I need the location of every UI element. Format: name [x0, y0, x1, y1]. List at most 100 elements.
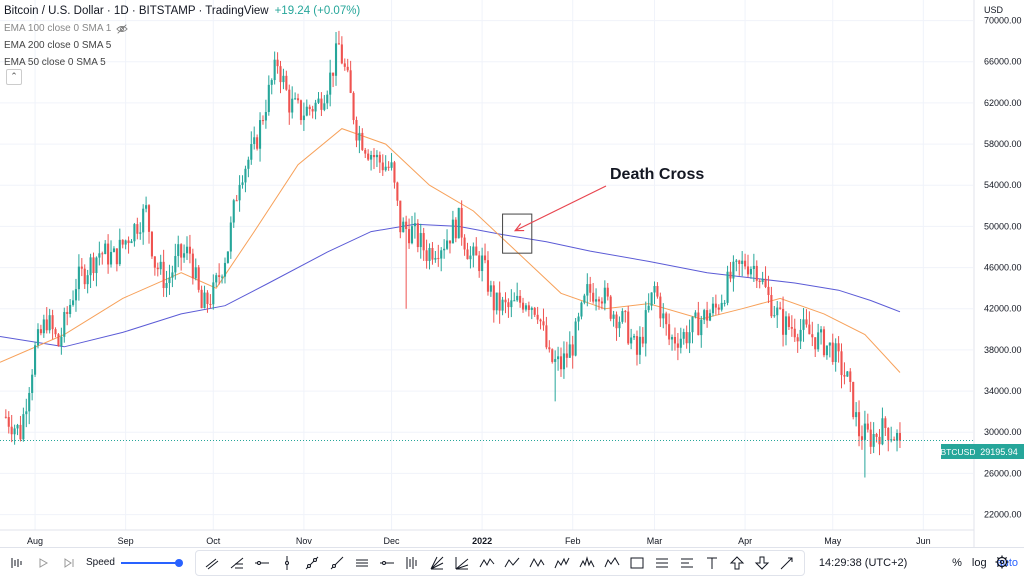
- price-tick-label: 46000.00: [984, 263, 1022, 273]
- arrow-up-icon: [730, 555, 745, 569]
- abcd-pattern-icon: [504, 557, 520, 567]
- candle-down: [475, 246, 478, 256]
- tool-head-shoulders[interactable]: [575, 552, 600, 574]
- death-cross-label[interactable]: Death Cross: [610, 166, 704, 183]
- tool-three-drives[interactable]: [550, 552, 575, 574]
- candle-up: [253, 137, 256, 145]
- forward-button[interactable]: [56, 551, 82, 575]
- indicator-ema50[interactable]: EMA 50 close 0 SMA 5: [4, 54, 360, 71]
- time-tick-label: Aug: [27, 536, 43, 546]
- tool-text[interactable]: [700, 552, 725, 574]
- time-axis[interactable]: Aug Sep Oct Nov Dec 2022 Feb Mar Apr May Jun: [0, 529, 974, 546]
- candle-up: [165, 283, 168, 289]
- indicator-ema100[interactable]: EMA 100 close 0 SMA 1: [4, 20, 360, 37]
- candle-down: [796, 337, 799, 342]
- tool-gann[interactable]: [425, 552, 450, 574]
- candle-down: [101, 253, 104, 255]
- tool-arrow-down[interactable]: [750, 552, 775, 574]
- tool-pitchfork[interactable]: [400, 552, 425, 574]
- candle-up: [828, 342, 831, 346]
- tool-fib[interactable]: [225, 552, 250, 574]
- candle-up: [580, 302, 583, 317]
- candle-up: [489, 285, 492, 292]
- candle-up: [434, 257, 437, 260]
- candle-up: [834, 343, 837, 363]
- tool-gann-fan[interactable]: [450, 552, 475, 574]
- death-cross-arrow[interactable]: [514, 185, 607, 232]
- candle-down: [332, 72, 335, 76]
- extended-line-icon: [380, 560, 395, 565]
- candle-up: [662, 313, 665, 319]
- candle-down: [849, 371, 852, 382]
- candle-up: [130, 241, 133, 244]
- candle-up: [691, 316, 694, 333]
- candle-up: [735, 260, 738, 262]
- tool-ray[interactable]: [325, 552, 350, 574]
- candle-up: [273, 59, 276, 81]
- tool-abcd[interactable]: [500, 552, 525, 574]
- currency-label[interactable]: USD: [984, 5, 1004, 15]
- tool-triangle-pattern[interactable]: [525, 552, 550, 574]
- tool-date-range[interactable]: [650, 552, 675, 574]
- play-button[interactable]: [30, 551, 56, 575]
- candle-up: [390, 162, 393, 168]
- candle-down: [45, 319, 48, 331]
- candle-down: [200, 289, 203, 308]
- candle-up: [881, 418, 884, 445]
- candle-down: [121, 239, 124, 245]
- settings-button[interactable]: [995, 555, 1009, 574]
- death-cross-annotation[interactable]: Death Cross: [502, 166, 705, 254]
- tool-elliott-wave[interactable]: [600, 552, 625, 574]
- last-price-label: 29195.94: [980, 447, 1018, 457]
- candle-down: [609, 296, 612, 319]
- candle-up: [653, 286, 656, 293]
- candle-up: [334, 43, 338, 76]
- tool-horizontal-ray[interactable]: [250, 552, 275, 574]
- tool-arrow[interactable]: [775, 552, 800, 574]
- clock-timezone[interactable]: 14:29:38 (UTC+2): [818, 556, 908, 569]
- speed-slider[interactable]: [120, 558, 183, 567]
- candle-down: [831, 342, 834, 363]
- tool-xabcd[interactable]: [475, 552, 500, 574]
- candle-up: [229, 222, 232, 252]
- candle-up: [221, 276, 224, 278]
- indicator-ema200[interactable]: EMA 200 close 0 SMA 5: [4, 37, 360, 54]
- play-icon: [39, 557, 49, 568]
- eye-hidden-icon[interactable]: [116, 23, 129, 35]
- death-cross-box[interactable]: [502, 213, 533, 254]
- tool-price-range[interactable]: [675, 552, 700, 574]
- collapse-legend-button[interactable]: ⌃: [6, 69, 22, 85]
- percent-toggle[interactable]: %: [952, 556, 962, 569]
- tool-rectangle[interactable]: [625, 552, 650, 574]
- candle-up: [510, 300, 513, 308]
- candle-up: [384, 166, 387, 171]
- tool-info-line[interactable]: [350, 552, 375, 574]
- log-toggle[interactable]: log: [971, 556, 987, 569]
- candle-up: [895, 433, 899, 441]
- price-axis[interactable]: 22000.00 26000.00 30000.00 34000.00 38000.00…: [973, 0, 1022, 547]
- candle-down: [808, 324, 811, 335]
- price-tick-label: 42000.00: [984, 304, 1022, 314]
- symbol-title[interactable]: Bitcoin / U.S. Dollar · 1D · BITSTAMP · …: [4, 5, 269, 17]
- tool-vertical-line[interactable]: [275, 552, 300, 574]
- speed-slider-knob[interactable]: [174, 558, 183, 567]
- candle-down: [364, 149, 367, 154]
- candle-down: [156, 267, 159, 270]
- candle-up: [63, 311, 66, 337]
- select-bar-button[interactable]: [4, 551, 30, 575]
- candle-down: [744, 260, 747, 267]
- candle-down: [299, 100, 303, 121]
- candle-down: [548, 347, 551, 350]
- arrow-down-icon: [755, 556, 770, 570]
- candle-up: [708, 313, 712, 321]
- price-chart[interactable]: Death Cross 22000.00 26000.00 30000.00 3400…: [0, 0, 1024, 547]
- tool-extended-line[interactable]: [375, 552, 400, 574]
- tool-parallel-channel[interactable]: [200, 552, 225, 574]
- tool-arrow-up[interactable]: [725, 552, 750, 574]
- candle-down: [460, 207, 463, 238]
- tool-trend-line[interactable]: [300, 552, 325, 574]
- fib-icon: [231, 557, 244, 568]
- candle-up: [212, 282, 215, 305]
- candle-down: [191, 253, 194, 279]
- candle-down: [448, 240, 452, 244]
